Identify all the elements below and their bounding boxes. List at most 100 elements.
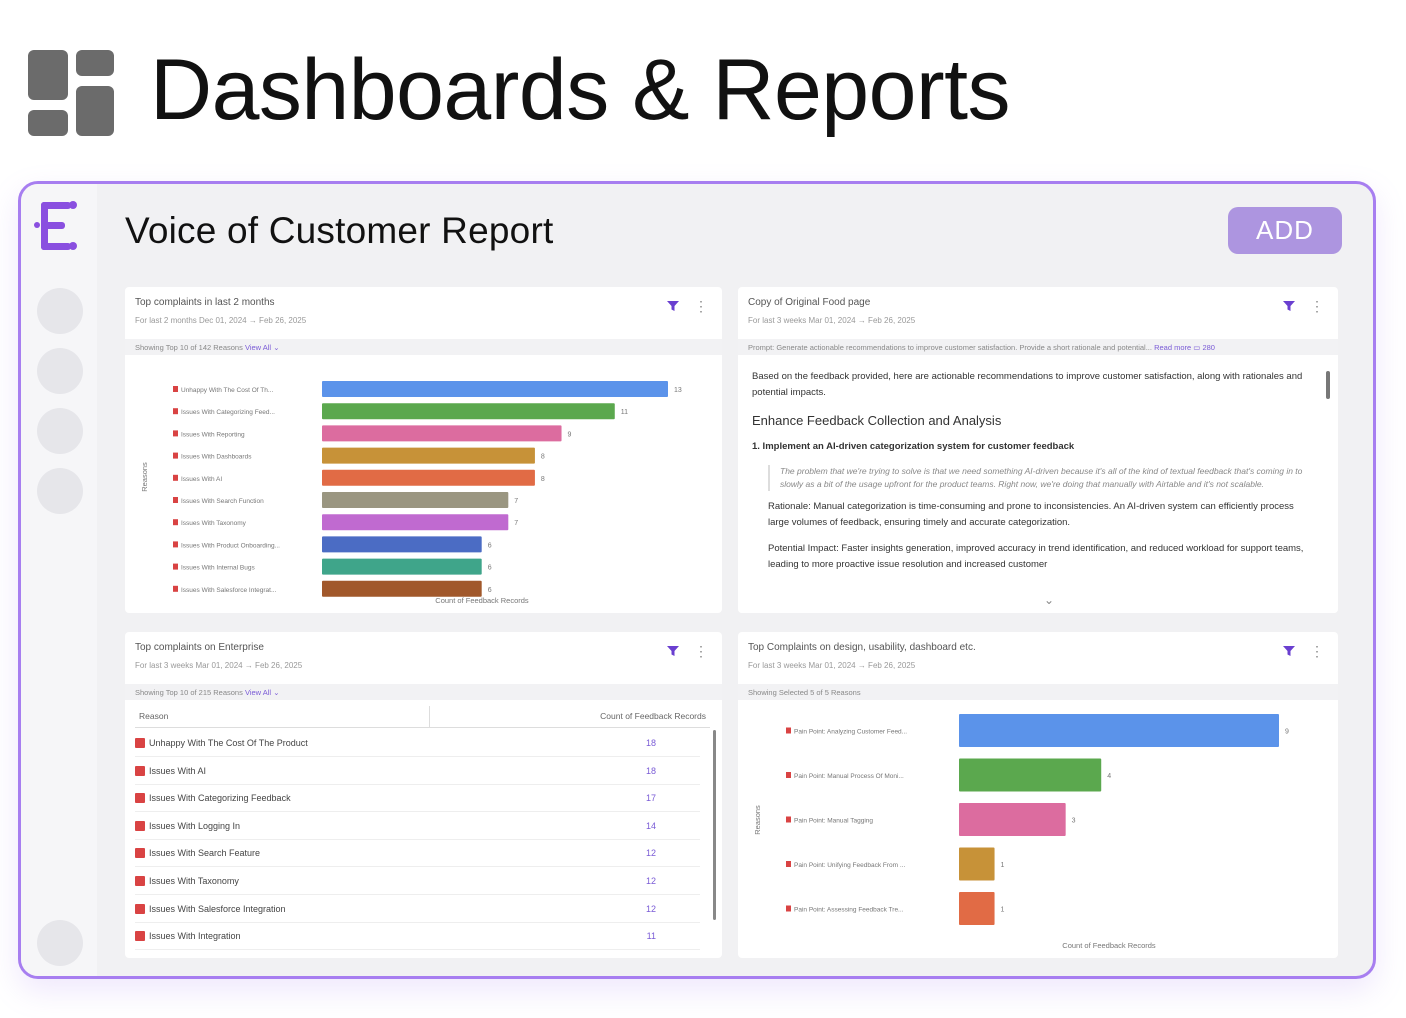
count-cell[interactable]: 17	[645, 793, 656, 804]
table-row[interactable]: Issues With Search Feature 12	[135, 840, 700, 868]
page-header: Dashboards & Reports	[28, 40, 1011, 140]
category-label: Unhappy With The Cost Of Th...	[181, 387, 273, 394]
category-flag	[173, 430, 178, 437]
view-all-link[interactable]: View All	[244, 343, 272, 352]
count-cell[interactable]: 12	[645, 903, 656, 914]
bar	[322, 425, 562, 442]
more-options-icon[interactable]: ⋮	[694, 643, 708, 659]
category-flag	[786, 772, 791, 778]
bar-value-label: 3	[1072, 818, 1076, 825]
x-axis-label: Count of Feedback Records	[1062, 941, 1156, 950]
bar-value-label: 7	[514, 498, 518, 505]
bar	[322, 558, 482, 575]
panel-info-strip: Showing Top 10 of 142 Reasons View All ⌄	[125, 339, 722, 355]
panel-title: Top Complaints on design, usability, das…	[748, 642, 976, 653]
panel-enterprise-complaints: Top complaints on Enterprise For last 3 …	[125, 632, 722, 958]
category-label: Issues With Reporting	[181, 431, 245, 438]
more-options-icon[interactable]: ⋮	[694, 298, 708, 314]
panel-prompt-strip: Prompt: Generate actionable recommendati…	[738, 339, 1338, 355]
reason-cell: Issues With Logging In	[149, 820, 241, 831]
count-cell[interactable]: 14	[645, 820, 656, 831]
count-cell[interactable]: 12	[645, 876, 656, 886]
sidebar-item-3[interactable]	[37, 408, 83, 454]
column-header-reason[interactable]: Reason	[135, 706, 430, 727]
count-cell[interactable]: 18	[645, 765, 656, 776]
category-label: Issues With AI	[181, 476, 222, 483]
bar-value-label: 8	[541, 476, 545, 483]
sidebar-item-4[interactable]	[37, 468, 83, 514]
bar	[322, 447, 535, 464]
more-options-icon[interactable]: ⋮	[1310, 298, 1324, 314]
category-flag	[173, 497, 178, 503]
filter-icon[interactable]	[1282, 299, 1296, 313]
category-flag	[173, 386, 178, 392]
comment-icon[interactable]: ▭	[1193, 343, 1201, 352]
y-axis-label: Reasons	[753, 805, 762, 835]
brand-e-icon[interactable]	[33, 198, 83, 254]
bar-value-label: 6	[488, 565, 492, 572]
read-more-link[interactable]: Read more	[1154, 343, 1192, 352]
table-row[interactable]: Issues With Taxonomy 12	[135, 868, 700, 895]
bar-value-label: 7	[514, 520, 518, 527]
filter-icon[interactable]	[1282, 644, 1296, 658]
sidebar-item-2[interactable]	[37, 348, 83, 394]
count-cell[interactable]: 18	[645, 738, 656, 748]
filter-icon[interactable]	[666, 299, 680, 313]
flag-icon	[135, 931, 145, 942]
count-cell[interactable]: 12	[645, 848, 656, 859]
flag-icon	[135, 820, 145, 831]
chevron-down-icon[interactable]: ⌄	[273, 688, 280, 697]
table-row[interactable]: Issues With Categorizing Feedback 17	[135, 785, 700, 813]
intro-text: Based on the feedback provided, here are…	[752, 371, 1303, 398]
panel-subtitle: For last 3 weeks Mar 01, 2024 → Feb 26, …	[135, 661, 303, 670]
flag-icon	[135, 793, 145, 804]
bar	[322, 536, 482, 553]
panel-info-strip: Showing Top 10 of 215 Reasons View All ⌄	[125, 684, 722, 700]
comment-count: 280	[1202, 343, 1215, 352]
reason-cell: Issues With Taxonomy	[149, 876, 239, 886]
scroll-down-icon[interactable]: ⌄	[1044, 593, 1055, 607]
count-cell[interactable]: 11	[646, 931, 656, 942]
bar-value-label: 1	[1001, 862, 1005, 869]
sidebar-profile-avatar[interactable]	[37, 920, 83, 966]
bar-value-label: 4	[1107, 773, 1111, 780]
bar-value-label: 6	[488, 587, 492, 594]
bar	[322, 492, 509, 508]
column-header-count[interactable]: Count of Feedback Records	[600, 711, 706, 721]
more-options-icon[interactable]: ⋮	[1310, 643, 1324, 659]
bar-value-label: 6	[488, 542, 492, 549]
add-button[interactable]: ADD	[1228, 207, 1342, 254]
dashboard-grid-icon	[28, 46, 116, 136]
category-flag	[173, 541, 178, 548]
category-flag	[173, 563, 178, 570]
prompt-text: Prompt: Generate actionable recommendati…	[748, 343, 1152, 352]
category-flag	[786, 905, 791, 912]
table-row[interactable]: Issues With Integration 11	[135, 923, 700, 951]
bar	[322, 381, 668, 397]
table-row[interactable]: Issues With AI 18	[135, 758, 700, 785]
category-flag	[786, 816, 791, 823]
table-row[interactable]: Issues With Logging In 14	[135, 813, 700, 840]
sidebar-item-1[interactable]	[37, 288, 83, 334]
bar-value-label: 9	[1285, 729, 1289, 736]
app-window: Voice of Customer Report ADD Top complai…	[18, 181, 1376, 979]
reason-cell: Issues With Integration	[149, 931, 241, 942]
category-label: Issues With Internal Bugs	[181, 565, 255, 572]
panel-top-complaints: Top complaints in last 2 months For last…	[125, 287, 722, 613]
panel-subtitle: For last 3 weeks Mar 01, 2024 → Feb 26, …	[748, 661, 916, 670]
chevron-down-icon[interactable]: ⌄	[273, 343, 280, 352]
category-label: Pain Point: Analyzing Customer Feed...	[794, 729, 907, 736]
reason-cell: Unhappy With The Cost Of The Product	[149, 738, 308, 748]
scrollbar[interactable]	[713, 730, 716, 920]
category-flag	[173, 519, 178, 526]
reason-cell: Issues With AI	[149, 765, 207, 776]
view-all-link[interactable]: View All	[244, 688, 272, 697]
reason-cell: Issues With Categorizing Feedback	[149, 793, 291, 804]
filter-icon[interactable]	[666, 644, 680, 658]
table-row[interactable]: Unhappy With The Cost Of The Product 18	[135, 730, 700, 757]
scrollbar[interactable]	[1326, 371, 1330, 399]
table-row[interactable]: Issues With Salesforce Integration 12	[135, 896, 700, 923]
flag-icon	[135, 848, 145, 859]
bar-value-label: 13	[674, 387, 682, 394]
panel-subtitle: For last 3 weeks Mar 01, 2024 → Feb 26, …	[748, 316, 916, 325]
